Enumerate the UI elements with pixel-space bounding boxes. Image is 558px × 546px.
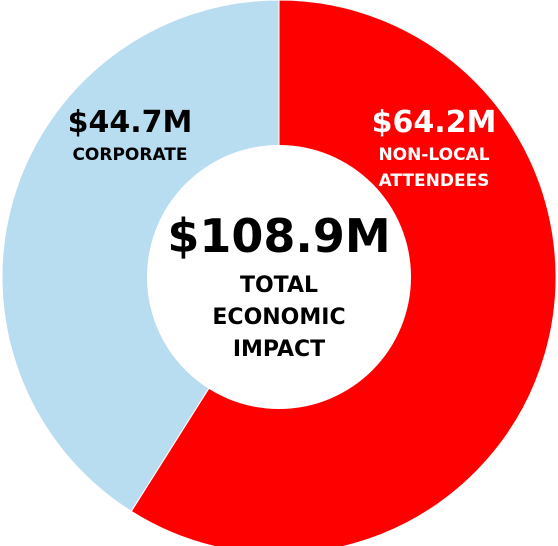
slice-value-label-non-local: $64.2M (372, 105, 497, 140)
center-caption-line-3: IMPACT (233, 337, 325, 362)
center-caption-line-2: ECONOMIC (212, 305, 345, 330)
center-total-value: $108.9M (167, 209, 390, 263)
slice-name-label-corporate-line-1: CORPORATE (72, 145, 187, 165)
slice-name-label-non-local-line-1: NON-LOCAL (378, 145, 489, 165)
slice-name-label-non-local-line-2: ATTENDEES (379, 171, 490, 191)
donut-hole (147, 145, 411, 409)
slice-value-label-corporate: $44.7M (68, 105, 193, 140)
center-caption-line-1: TOTAL (240, 273, 318, 298)
